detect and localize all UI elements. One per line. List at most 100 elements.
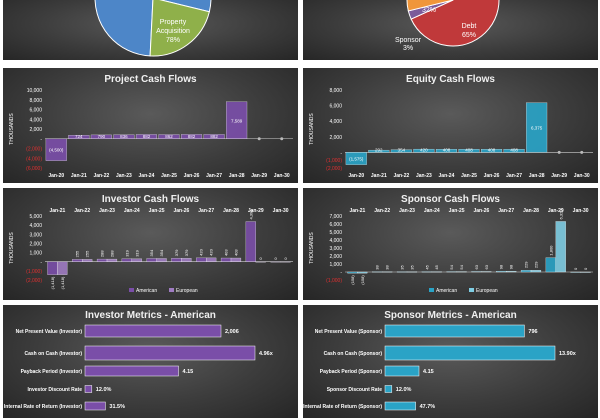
x-tick-label: Jan-26 (184, 173, 200, 179)
x-tick-label: Jan-28 (529, 173, 545, 179)
metric-value: 31.5% (109, 404, 125, 410)
x-tick-label: Jan-21 (349, 208, 365, 214)
project-cash-flows-chart: THOUSANDS (6,000) (4,000) (2,000) - 2,000 4,00… (9, 88, 293, 179)
bar-label: (4,500) (49, 148, 64, 153)
y-tick-label: 10,000 (27, 88, 43, 94)
y-tick-label: 8,000 (329, 88, 342, 94)
y-tick-label: 5,000 (329, 230, 342, 236)
bar-american (220, 257, 232, 262)
bar-american (570, 271, 581, 273)
bar-label-american: (158) (350, 275, 355, 285)
bar (226, 101, 248, 139)
bar-label-european: 229 (533, 261, 538, 268)
bar-label-european: 354 (159, 249, 164, 256)
bar-european (357, 271, 368, 274)
bar-label-american: 288 (100, 250, 105, 257)
y-tick-label: 6,000 (329, 222, 342, 228)
y-tick-label: 3,000 (29, 232, 42, 238)
bar-european (156, 258, 167, 262)
y-tick-label: - (340, 270, 342, 276)
bar-label: 724 (75, 134, 83, 139)
bar-zero-marker (257, 137, 261, 141)
y-tick-label: (1,000) (326, 278, 342, 284)
bar-american (146, 258, 157, 262)
x-tick-label: Jan-21 (71, 173, 87, 179)
bar-label-european: 0 (583, 267, 588, 270)
bar (413, 148, 435, 153)
bar-label: (1,575) (349, 157, 364, 162)
y-tick-label: (1,000) (326, 158, 342, 164)
x-tick-label: Jan-23 (116, 173, 132, 179)
bar-label-american: 379 (174, 249, 179, 256)
investor-metrics-title: Investor Metrics - American (85, 310, 216, 321)
metric-value: 12.0% (396, 387, 412, 393)
x-tick-label: Jan-22 (74, 208, 90, 214)
bar-american (496, 271, 507, 273)
bar-american (270, 261, 281, 263)
equity-cash-flows-chart: THOUSANDS (2,000) (1,000) - 2,000 4,000 6,000 8… (309, 88, 593, 179)
x-tick-label: Jan-24 (424, 208, 440, 214)
metric-value: 47.7% (420, 404, 436, 410)
x-tick-label: Jan-24 (124, 208, 140, 214)
bar-label-american: 255 (75, 250, 80, 257)
bar-european (255, 261, 266, 263)
bar-label: 408 (488, 147, 496, 152)
bar-zero-marker (580, 150, 584, 154)
bar-label-american: 35 (400, 264, 405, 269)
x-tick-label: Jan-30 (573, 208, 589, 214)
bar-label: 882 (188, 134, 196, 139)
bar (458, 149, 480, 153)
bar-label-european: 38 (385, 264, 390, 269)
metric-bar (384, 401, 416, 411)
metric-label: Cash on Cash (Sponsor) (324, 351, 383, 357)
investor-cash-flows-panel: Investor Cash Flows THOUSANDS (2,000) (1,0… (3, 188, 298, 300)
bar-american (471, 271, 482, 273)
x-tick-label: Jan-30 (574, 173, 590, 179)
pie-slice-investor (406, 0, 454, 12)
pie-label-sponsor-pct: 3% (403, 45, 413, 52)
bar-european (131, 258, 142, 262)
bar-american (545, 257, 556, 273)
bar-label-american: 98 (499, 264, 504, 269)
bar-label-european: 35 (409, 264, 414, 269)
y-tick-label: 4,000 (329, 238, 342, 244)
bar-european (555, 221, 566, 273)
x-tick-label: Jan-25 (149, 208, 165, 214)
investor-cash-flows-title: Investor Cash Flows (101, 194, 200, 205)
bar (390, 149, 412, 153)
bar-label-european: 403 (233, 249, 238, 256)
metric-bar (384, 345, 556, 361)
bar-label-american: 45 (424, 264, 429, 269)
metric-bar (84, 345, 256, 361)
x-tick-label: Jan-25 (449, 208, 465, 214)
legend-swatch-european (169, 288, 174, 292)
pie-label-line: Acquisition (156, 28, 190, 35)
bar-label-european: 6,320 (558, 209, 563, 220)
uses-pie-chart: Property Acquisition 78% (94, 0, 212, 57)
y-tick-label: 2,000 (29, 127, 42, 133)
investor-metrics-panel: Investor Metrics - American Net Present … (3, 305, 298, 418)
y-tick-label: 2,000 (29, 241, 42, 247)
equity-cash-flows-title: Equity Cash Flows (406, 74, 495, 85)
metric-label: Internal Rate of Return (Investor) (4, 404, 82, 410)
bar-european (82, 259, 93, 262)
bar-american (520, 270, 532, 273)
legend-label-american: American (436, 288, 457, 294)
pie-label-line: Property (160, 19, 187, 26)
bar-european (106, 258, 118, 262)
bar-label-american: 0 (273, 257, 278, 260)
y-tick-label: 5,000 (29, 214, 42, 220)
bar (135, 134, 157, 139)
metric-value: 4.15 (423, 369, 434, 375)
metric-bar (84, 324, 222, 338)
bar-label-american: 4,395 (248, 209, 253, 220)
pie-label-sponsor: Sponsor (395, 37, 422, 44)
x-tick-label: Jan-21 (49, 208, 65, 214)
x-tick-label: Jan-20 (48, 173, 64, 179)
bar-european (181, 258, 192, 262)
sponsor-metrics-chart: Net Present Value (Sponsor) 796 Cash on Ca… (303, 324, 577, 411)
bar-label-european: 420 (209, 248, 214, 255)
y-tick-label: - (40, 260, 42, 266)
bar (345, 152, 367, 165)
bar-label-american: 354 (149, 249, 154, 256)
